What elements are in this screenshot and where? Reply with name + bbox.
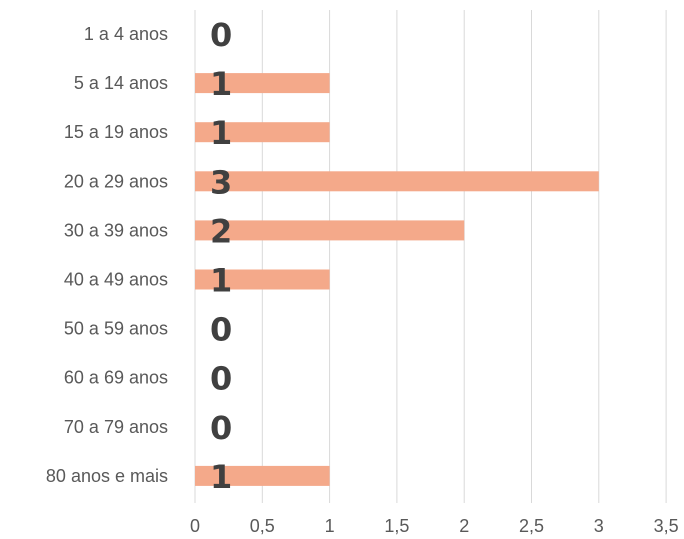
data-labels: 0 1 1 3 2 1 0 0 0 1: [210, 16, 232, 496]
bar: [195, 220, 465, 241]
category-label: 30 a 39 anos: [64, 220, 168, 240]
x-tick-label: 0: [190, 516, 200, 536]
category-label: 1 a 4 anos: [84, 24, 168, 44]
category-label: 50 a 59 anos: [64, 319, 168, 339]
x-tick-label: 0,5: [250, 516, 275, 536]
data-label: 0: [210, 16, 232, 54]
x-tick-label: 3: [594, 516, 604, 536]
x-tick-label: 1,5: [384, 516, 409, 536]
category-labels: 1 a 4 anos 5 a 14 anos 15 a 19 anos 20 a 29…: [46, 24, 168, 486]
bar: [195, 465, 330, 486]
data-label: 2: [210, 212, 232, 250]
data-label: 0: [210, 360, 232, 398]
bar: [195, 122, 330, 143]
data-label: 0: [210, 311, 232, 349]
x-tick-label: 1: [325, 516, 335, 536]
data-label: 3: [210, 163, 232, 201]
x-axis-tick-labels: 0 0,5 1 1,5 2 2,5 3 3,5: [190, 516, 679, 536]
data-label: 1: [210, 65, 232, 103]
category-label: 20 a 29 anos: [64, 171, 168, 191]
category-label: 70 a 79 anos: [64, 417, 168, 437]
data-label: 0: [210, 409, 232, 447]
category-label: 40 a 49 anos: [64, 270, 168, 290]
bar: [195, 73, 330, 94]
category-label: 5 a 14 anos: [74, 73, 168, 93]
category-label: 80 anos e mais: [46, 466, 168, 486]
bar: [195, 269, 330, 290]
data-label: 1: [210, 262, 232, 300]
x-tick-label: 2,5: [519, 516, 544, 536]
category-label: 60 a 69 anos: [64, 368, 168, 388]
data-label: 1: [210, 458, 232, 496]
category-label: 15 a 19 anos: [64, 122, 168, 142]
x-tick-label: 3,5: [654, 516, 679, 536]
bar: [195, 171, 599, 192]
x-tick-label: 2: [459, 516, 469, 536]
data-label: 1: [210, 114, 232, 152]
bars: [195, 73, 599, 486]
